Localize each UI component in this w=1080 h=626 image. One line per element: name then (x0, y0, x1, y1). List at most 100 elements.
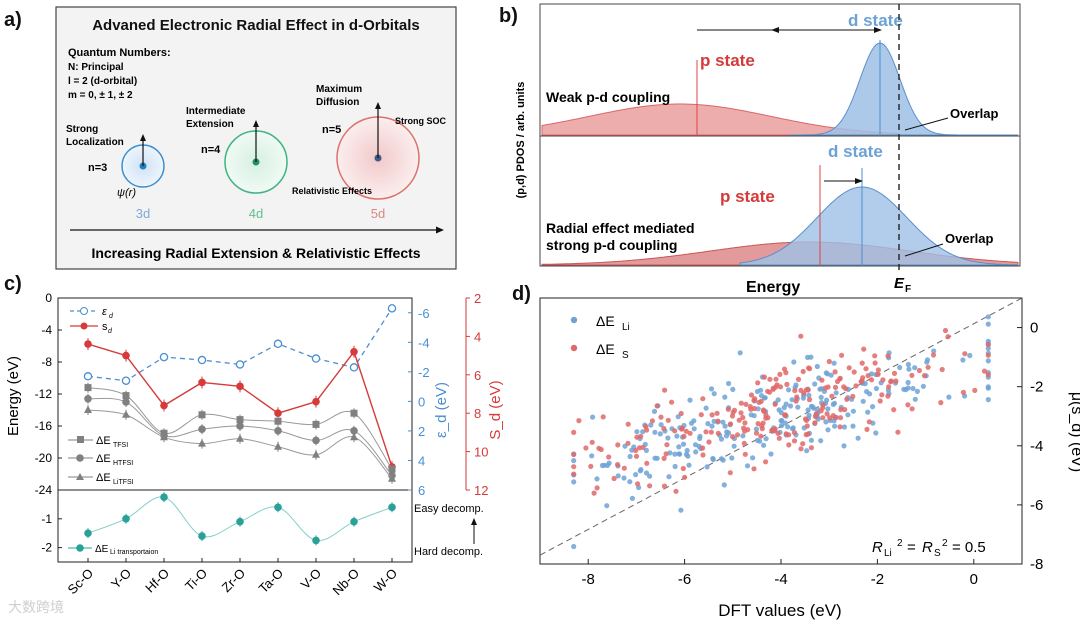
sd-tick-label: 8 (474, 406, 481, 421)
series-line-d (87, 307, 393, 382)
panel-b-ylabel: (p,d) PDOS / arb. units (515, 82, 527, 199)
scatter-point-li (657, 431, 663, 437)
scatter-point-s (909, 372, 915, 378)
point-d (235, 360, 245, 369)
scatter-point-s (591, 490, 597, 496)
scatter-point-li (627, 453, 633, 460)
scatter-point-s (793, 398, 799, 404)
scatter-point-li (672, 463, 678, 470)
scatter-point-s (770, 385, 776, 391)
scatter-point-s (761, 374, 768, 380)
legend-eps-marker (80, 307, 88, 315)
scatter-point-s (844, 396, 850, 402)
bottom-overlap-label: Overlap (945, 231, 993, 246)
hard-decomp-label: Hard decomp. (414, 546, 483, 558)
caption-3d: 3d (136, 206, 150, 221)
scatter-point-s (777, 371, 783, 377)
legend-sd: s (102, 321, 108, 333)
lower-tick-label: -2 (41, 541, 52, 555)
scatter-point-li (571, 543, 577, 550)
scatter-point-s (763, 459, 769, 465)
scatter-point-s (776, 435, 782, 441)
scatter-point-s (837, 415, 844, 421)
point-ehtfsi (84, 395, 92, 403)
point-sd (122, 351, 130, 360)
scatter-point-s (661, 483, 668, 489)
scatter-point-s (875, 371, 881, 377)
scatter-point-li (960, 357, 966, 363)
scatter-point-li (897, 364, 903, 371)
left-tick-label: -24 (35, 483, 53, 497)
scatter-point-li (703, 405, 709, 411)
scatter-point-li (672, 451, 678, 457)
bottom-d-state-label: d state (828, 142, 883, 161)
point-d (83, 372, 93, 381)
y-tick-label: -8 (1030, 556, 1043, 573)
scatter-point-s (916, 367, 923, 374)
panel-d-xlabel: DFT values (eV) (718, 601, 841, 620)
scatter-point-s (636, 445, 643, 451)
scatter-point-s (985, 372, 991, 378)
legend-litfsi-sub: LiTFSI (113, 479, 134, 486)
scatter-point-s (827, 415, 833, 421)
note-5d-line-1: Maximum (316, 84, 362, 95)
point-etfsi (84, 384, 92, 392)
scatter-point-s (767, 376, 773, 382)
relativistic-label: Relativistic Effects (292, 186, 372, 196)
scatter-point-s (715, 430, 721, 436)
scatter-point-s (611, 475, 617, 482)
scatter-point-li (985, 321, 991, 327)
point-elitransportaion (350, 517, 358, 526)
scatter-point-s (921, 373, 928, 379)
scatter-point-s (930, 352, 937, 358)
eps-tick-label: 2 (418, 424, 425, 439)
category-label: Hf-O (142, 566, 172, 596)
point-elitransportaion (312, 536, 320, 545)
scatter-point-li (571, 458, 577, 464)
scatter-point-s (654, 403, 660, 409)
scatter-point-li (793, 382, 799, 388)
point-elitfsi (388, 474, 396, 482)
legend-tfsi-sub: TFSI (113, 442, 128, 449)
panel-a-letter: a) (4, 9, 22, 31)
scatter-point-s (571, 429, 577, 435)
point-etfsi (350, 409, 358, 417)
scatter-point-li (629, 447, 635, 453)
scatter-point-li (924, 359, 930, 365)
bottom-overlap-pointer (904, 243, 944, 257)
legend-htfsi-sub: HTFSI (113, 460, 133, 467)
point-elitfsi (236, 434, 244, 442)
eps-tick-label: -2 (418, 365, 430, 380)
scatter-point-li (905, 379, 911, 386)
sd-tick-label: 2 (474, 291, 481, 306)
scatter-point-s (633, 453, 640, 459)
scatter-point-s (682, 474, 688, 480)
scatter-point-li (757, 438, 763, 444)
scatter-point-s (672, 428, 678, 434)
eps-tick-label: -4 (418, 335, 430, 350)
scatter-point-s (727, 470, 733, 476)
point-sd (350, 347, 358, 356)
point-sd (236, 382, 244, 391)
point-etfsi (198, 411, 206, 419)
scatter-point-s (853, 383, 859, 389)
arrowhead-icon (375, 102, 381, 109)
scatter-point-s (583, 445, 589, 451)
scatter-point-s (782, 412, 789, 418)
scatter-point-s (681, 433, 687, 439)
legend-s-marker (570, 344, 578, 352)
left-tick-label: -20 (35, 451, 53, 465)
scatter-point-li (730, 386, 736, 392)
point-elitransportaion (388, 503, 396, 512)
scatter-point-s (658, 414, 664, 420)
scatter-point-li (697, 433, 703, 439)
scatter-point-li (571, 479, 577, 485)
scatter-point-li (812, 381, 818, 387)
point-d (121, 376, 131, 385)
scatter-point-s (625, 440, 631, 446)
scatter-point-s (872, 360, 878, 366)
y-tick-label: -6 (1030, 497, 1043, 514)
scatter-point-li (818, 438, 824, 444)
x-tick-label: -6 (678, 571, 691, 588)
scatter-point-s (761, 408, 767, 414)
